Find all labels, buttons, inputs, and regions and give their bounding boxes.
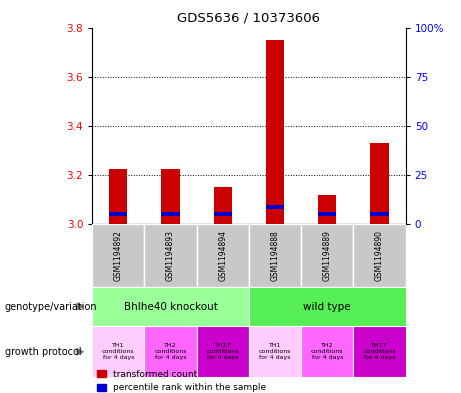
Bar — [371, 143, 389, 224]
Text: TH2
conditions
for 4 days: TH2 conditions for 4 days — [154, 343, 187, 360]
Text: Bhlhe40 knockout: Bhlhe40 knockout — [124, 301, 218, 312]
Bar — [266, 205, 284, 209]
Bar — [197, 224, 249, 287]
Bar — [213, 187, 232, 224]
Bar — [197, 326, 249, 377]
Text: TH1
conditions
for 4 days: TH1 conditions for 4 days — [102, 343, 135, 360]
Legend: transformed count, percentile rank within the sample: transformed count, percentile rank withi… — [97, 370, 266, 393]
Text: TH2
conditions
for 4 days: TH2 conditions for 4 days — [311, 343, 343, 360]
Text: wild type: wild type — [303, 301, 351, 312]
Bar — [109, 169, 127, 224]
Bar — [354, 224, 406, 287]
Text: GSM1194890: GSM1194890 — [375, 230, 384, 281]
Text: TH1
conditions
for 4 days: TH1 conditions for 4 days — [259, 343, 291, 360]
Bar — [92, 224, 144, 287]
Title: GDS5636 / 10373606: GDS5636 / 10373606 — [177, 12, 320, 25]
Text: growth protocol: growth protocol — [5, 347, 81, 357]
Text: GSM1194888: GSM1194888 — [271, 230, 279, 281]
Text: TH17
conditions
for 4 days: TH17 conditions for 4 days — [207, 343, 239, 360]
Bar — [318, 212, 337, 216]
Bar — [213, 212, 232, 216]
Bar — [92, 326, 144, 377]
Text: GSM1194889: GSM1194889 — [323, 230, 332, 281]
Bar — [161, 212, 180, 216]
Bar — [318, 195, 337, 224]
Bar — [266, 40, 284, 224]
Bar — [354, 326, 406, 377]
Bar — [109, 212, 127, 216]
Bar — [161, 169, 180, 224]
Bar — [301, 326, 354, 377]
Bar — [301, 224, 354, 287]
Text: GSM1194892: GSM1194892 — [114, 230, 123, 281]
Text: genotype/variation: genotype/variation — [5, 301, 97, 312]
Text: TH17
conditions
for 4 days: TH17 conditions for 4 days — [363, 343, 396, 360]
Bar — [249, 224, 301, 287]
Bar — [144, 224, 197, 287]
Bar — [249, 287, 406, 326]
Bar — [144, 326, 197, 377]
Bar — [249, 326, 301, 377]
Bar — [92, 287, 249, 326]
Text: GSM1194894: GSM1194894 — [219, 230, 227, 281]
Bar — [371, 212, 389, 216]
Text: GSM1194893: GSM1194893 — [166, 230, 175, 281]
